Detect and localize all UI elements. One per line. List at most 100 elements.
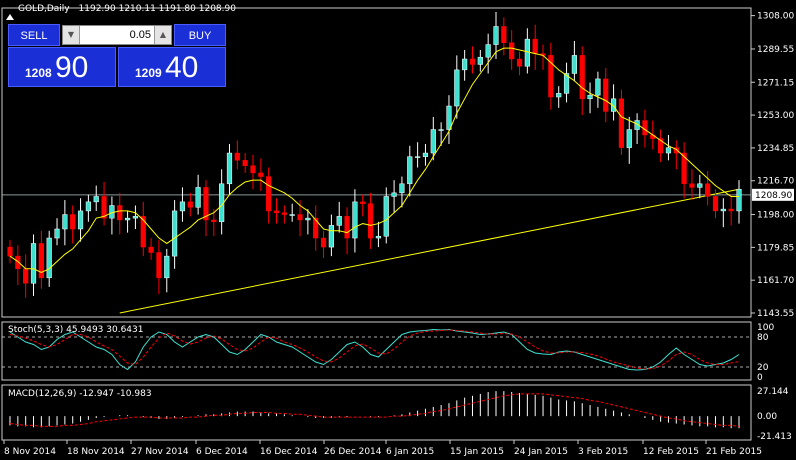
candle-body — [438, 129, 444, 131]
candle-body — [665, 147, 672, 154]
date-tick-label: 26 Dec 2014 — [324, 447, 382, 457]
sell-button[interactable]: SELL — [8, 24, 60, 46]
date-tick-label: 12 Feb 2015 — [643, 447, 699, 457]
candle-body — [313, 217, 319, 239]
candle-body — [140, 216, 146, 248]
candle-body — [407, 156, 413, 185]
candle-body — [203, 187, 209, 221]
candle-body — [85, 201, 91, 212]
price-pane — [2, 12, 751, 314]
candle-body — [15, 255, 21, 270]
one-click-trading-panel: SELL ▼ 0.05 ▲ BUY 1208 90 1209 40 — [8, 24, 226, 88]
candle-body — [352, 201, 358, 239]
candle-body — [415, 156, 421, 158]
candle-body — [336, 216, 342, 226]
stochastic-pane — [2, 328, 751, 371]
macd-axis-label: -21.413 — [757, 432, 792, 442]
lots-decrease-icon[interactable]: ▼ — [63, 26, 80, 44]
candle-body — [23, 268, 29, 284]
lot-size-stepper[interactable]: ▼ 0.05 ▲ — [62, 25, 172, 45]
candle-body — [610, 98, 617, 112]
date-tick-label: 27 Nov 2014 — [131, 447, 189, 457]
price-tick-label: 1198.00 — [757, 211, 794, 221]
ask-price-prefix: 1209 — [135, 66, 162, 80]
candle-body — [7, 246, 13, 257]
lots-increase-icon[interactable]: ▲ — [154, 26, 171, 44]
candle-body — [281, 212, 287, 215]
candle-body — [454, 69, 460, 107]
candle-body — [430, 129, 436, 154]
candle-body — [234, 152, 240, 161]
candle-body — [556, 93, 562, 98]
stoch-axis-label: 100 — [757, 323, 774, 333]
candle-body — [70, 214, 76, 230]
price-tick-label: 1179.85 — [757, 243, 794, 253]
candle-body — [391, 192, 397, 197]
candle-body — [320, 237, 327, 248]
stoch-label: Stoch(5,3,3) 45.9493 30.6431 — [8, 325, 143, 335]
candle-body — [195, 187, 201, 208]
buy-price-box[interactable]: 1209 40 — [118, 47, 226, 87]
candle-body — [93, 196, 99, 203]
candle-body — [579, 55, 585, 100]
stoch-axis-label: 80 — [757, 333, 769, 343]
candle-body — [446, 105, 452, 130]
chart-title: GOLD,Daily 1192.90 1210.11 1191.80 1208.… — [18, 4, 236, 14]
candle-body — [297, 214, 303, 221]
candle-body — [728, 208, 734, 212]
candle-body — [705, 183, 711, 197]
price-tick-label: 1253.00 — [757, 111, 794, 121]
candle-body — [485, 44, 491, 58]
date-tick-label: 16 Dec 2014 — [260, 447, 318, 457]
candle-body — [469, 58, 476, 65]
candle-body — [62, 214, 68, 230]
candle-body — [595, 78, 601, 96]
macd-axis-label: 27.144 — [757, 387, 789, 397]
date-tick-label: 21 Feb 2015 — [706, 447, 762, 457]
date-tick-label: 8 Nov 2014 — [4, 447, 56, 457]
axis-layer: 1308.00 1289.55 1271.15 1253.00 1234.85 1216.… — [1, 7, 794, 457]
price-tick-label: 1308.00 — [757, 12, 794, 22]
candle-body — [524, 38, 530, 67]
candle-body — [509, 42, 515, 60]
candle-body — [164, 255, 170, 279]
candle-body — [258, 172, 264, 177]
stoch-axis-label: 20 — [757, 363, 769, 373]
candle-body — [697, 183, 703, 188]
candle-body — [30, 243, 37, 284]
price-tick-label: 1234.85 — [757, 144, 794, 154]
buy-button[interactable]: BUY — [174, 24, 226, 46]
sell-price-box[interactable]: 1208 90 — [8, 47, 116, 87]
bid-price-prefix: 1208 — [25, 66, 52, 80]
candle-body — [273, 210, 280, 213]
candle-body — [618, 98, 625, 148]
candle-body — [117, 205, 123, 221]
candle-body — [712, 196, 719, 212]
candle-body — [367, 203, 374, 239]
stoch-signal-line — [9, 329, 740, 370]
candle-body — [77, 210, 84, 230]
candle-body — [109, 205, 115, 219]
candle-body — [101, 196, 107, 219]
current-price-tag — [752, 188, 794, 201]
macd-axis-label: 0.00 — [757, 412, 777, 422]
date-tick-label: 18 Nov 2014 — [67, 447, 125, 457]
date-tick-label: 15 Jan 2015 — [450, 447, 504, 457]
candle-body — [634, 120, 640, 130]
candle-body — [548, 55, 554, 98]
candle-body — [179, 201, 186, 212]
price-tick-label: 1289.55 — [757, 45, 794, 55]
candle-body — [305, 217, 311, 221]
date-tick-label: 6 Jan 2015 — [386, 447, 434, 457]
candle-body — [156, 252, 162, 279]
candle-body — [603, 78, 609, 112]
candle-body — [360, 201, 366, 204]
lot-size-input[interactable]: 0.05 — [129, 29, 151, 41]
pane-frame — [1, 321, 752, 381]
macd-pane — [9, 391, 740, 429]
moving-average-line — [9, 47, 739, 273]
candle-body — [266, 176, 272, 212]
candle-body — [681, 152, 687, 185]
candle-body — [399, 183, 405, 194]
